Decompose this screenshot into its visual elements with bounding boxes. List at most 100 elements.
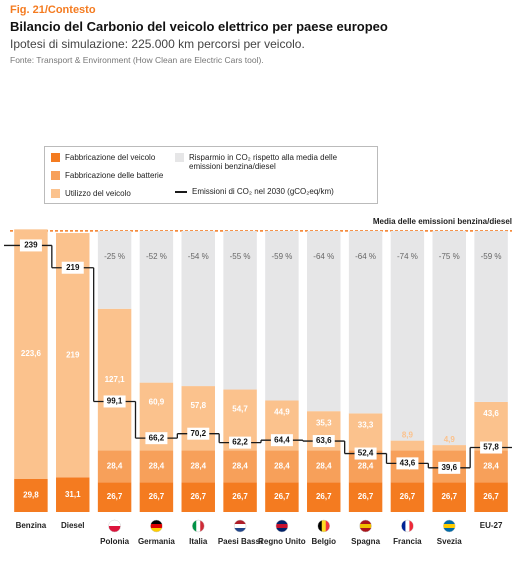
bar-segment [181,386,215,451]
legend-item: Risparmio in CO₂ rispetto alla media del… [175,153,349,171]
line-label: 52,4 [358,449,374,458]
segment-label: 28,4 [274,461,290,470]
savings-segment [474,230,508,402]
flag-icon [233,519,247,533]
savings-label: -64 % [313,252,334,261]
x-tick-label: Paesi Bassi [218,537,262,546]
line-label: 63,6 [316,436,332,445]
flag-stripe [359,524,372,529]
bar-segment [97,308,132,451]
segment-label: 8,9 [402,431,414,440]
flag-stripe [401,520,406,532]
segment-label: 4,9 [444,435,456,444]
label-bg [354,447,377,460]
legend-swatch [51,171,60,180]
label-bg [480,441,503,454]
flag-stripe [196,520,201,532]
segment-label: 33,3 [358,421,374,430]
segment-label: 26,7 [441,492,457,501]
flag-stripe [150,524,163,529]
legend: Fabbricazione del veicolo Fabbricazione d… [44,146,378,204]
flag-stripe [321,520,327,532]
segment-label: 43,6 [483,409,499,418]
savings-label: -54 % [188,252,209,261]
legend-swatch [175,153,184,162]
segment-label: 28,4 [483,461,499,470]
bar-segment [139,450,174,483]
label-bg [229,436,252,449]
bar-segment [223,450,257,483]
segment-label: 44,9 [274,408,290,417]
flag-stripe [275,524,288,529]
chart-subtitle: Ipotesi di simulazione: 225.000 km perco… [10,37,305,51]
x-tick-label: EU-27 [480,521,503,530]
flag-border [443,519,456,533]
x-tick-label: Italia [189,537,208,546]
flag-icon [150,519,163,533]
segment-label: 26,7 [358,492,374,501]
label-bg [396,457,419,470]
legend-swatch [175,191,187,193]
savings-label: -55 % [230,252,251,261]
segment-label: 26,7 [149,492,165,501]
flag-border [317,519,330,533]
legend-swatch [51,189,60,198]
segment-label: 26,7 [190,492,206,501]
line-label: 57,8 [483,443,499,452]
savings-segment [97,230,132,309]
flag-icon [192,519,205,533]
flag-stripe [317,520,323,532]
legend-label: Utilizzo del veicolo [65,189,131,198]
bar-segment [97,482,132,512]
chart-title: Bilancio del Carbonio del veicolo elettr… [10,19,388,34]
flag-border [359,519,372,533]
flag-icon [275,519,289,533]
x-tick-label: Svezia [437,537,462,546]
savings-label: -75 % [439,252,460,261]
bar-segment [348,482,383,512]
segment-label: 223,6 [21,349,42,358]
x-tick-label: Belgio [312,537,337,546]
bar-segment [432,445,466,451]
bar-segment [474,450,508,483]
bar-segment [97,450,132,483]
segment-label: 31,1 [65,490,81,499]
bar-segment [474,482,508,512]
flag-stripe [409,520,414,532]
legend-swatch [51,153,60,162]
bar-segment [432,482,466,512]
segment-label: 26,7 [107,492,123,501]
savings-segment [181,230,215,387]
segment-label: 54,7 [232,405,248,414]
flag-icon [359,519,372,533]
line-label: 70,2 [190,429,206,438]
flag-border [233,519,247,533]
flag-stripe [108,526,121,532]
legend-item: Fabbricazione del veicolo [51,153,155,162]
bar-segment [181,450,215,483]
segment-label: 28,4 [358,461,374,470]
segment-label: 28,4 [107,461,123,470]
segment-label: 26,7 [400,492,416,501]
bar-segment [265,450,299,483]
savings-label: -64 % [355,252,376,261]
reference-label: Media delle emissioni benzina/diesel [373,217,512,226]
segment-label: 28,4 [190,461,206,470]
bar-segment [56,233,90,478]
label-bg [61,261,84,274]
bar-segment [14,478,48,512]
line-label: 219 [66,263,80,272]
savings-label: -74 % [397,252,418,261]
legend-label: Fabbricazione del veicolo [65,153,156,162]
legend-item: Utilizzo del veicolo [51,189,131,198]
bar-segment [181,482,215,512]
segment-label: 29,8 [23,490,39,499]
segment-label: 28,4 [316,461,332,470]
chart-source: Fonte: Transport & Environment (How Clea… [10,55,264,65]
flag-stripe [234,524,247,529]
line-label: 43,6 [400,458,416,467]
flag-icon [443,519,456,533]
line-label: 99,1 [107,397,123,406]
segment-label: 26,7 [232,492,248,501]
